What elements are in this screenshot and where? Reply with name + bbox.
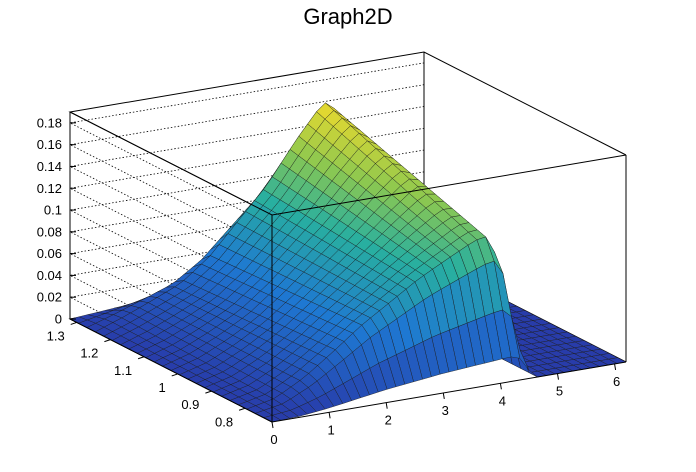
y-tick-label: 0.9 bbox=[181, 397, 199, 412]
x-tick-mark bbox=[328, 412, 331, 419]
z-tick-label: 0.08 bbox=[37, 224, 62, 239]
y-tick-mark bbox=[238, 407, 246, 411]
y-tick-label: 1.2 bbox=[80, 346, 98, 361]
z-grid-line bbox=[68, 84, 425, 249]
x-tick-label: 3 bbox=[442, 403, 449, 418]
x-tick-label: 1 bbox=[327, 422, 334, 437]
x-tick-label: 2 bbox=[385, 413, 392, 428]
z-grid-line bbox=[68, 62, 425, 227]
x-tick-mark bbox=[556, 373, 559, 380]
x-tick-label: 6 bbox=[613, 374, 620, 389]
x-tick-mark bbox=[271, 421, 274, 429]
z-tick-label: 0.12 bbox=[37, 181, 62, 196]
z-tick-label: 0.04 bbox=[37, 268, 62, 283]
z-tick-label: 0.18 bbox=[37, 115, 62, 130]
y-tick-label: 1.3 bbox=[47, 328, 65, 343]
chart-title: Graph2D bbox=[303, 4, 393, 29]
z-tick-label: 0.16 bbox=[37, 137, 62, 152]
y-tick-mark bbox=[171, 373, 178, 377]
z-axis-ticks: 0 0.02 0.04 0.06 0.08 0.1 0.12 0.14 0.16 0.18 bbox=[37, 115, 76, 327]
x-tick-mark bbox=[614, 363, 617, 371]
x-tick-mark bbox=[442, 392, 445, 400]
x-tick-mark bbox=[385, 402, 388, 409]
y-tick-mark bbox=[104, 339, 111, 343]
z-tick-label: 0 bbox=[55, 312, 62, 327]
top-front-edges bbox=[69, 111, 627, 216]
y-tick-label: 1 bbox=[158, 380, 165, 395]
z-tick-label: 0.06 bbox=[37, 246, 62, 261]
surface-mesh bbox=[69, 102, 627, 423]
z-tick-label: 0.14 bbox=[37, 159, 62, 174]
y-tick-label: 0.8 bbox=[215, 414, 233, 429]
x-tick-label: 0 bbox=[270, 432, 277, 447]
x-tick-mark bbox=[499, 383, 502, 390]
y-tick-mark bbox=[70, 321, 77, 325]
z-tick-label: 0.02 bbox=[37, 290, 62, 305]
z-tick-label: 0.1 bbox=[44, 203, 62, 218]
y-tick-mark bbox=[205, 390, 212, 394]
y-tick-mark bbox=[137, 356, 145, 360]
x-tick-label: 4 bbox=[499, 393, 506, 408]
x-tick-label: 5 bbox=[556, 384, 563, 399]
y-tick-label: 1.1 bbox=[114, 363, 132, 378]
x-axis-ticks: 0 1 2 3 4 5 6 bbox=[270, 363, 620, 447]
y-axis-ticks: 0.8 0.9 1 1.1 1.2 1.3 bbox=[47, 321, 246, 429]
